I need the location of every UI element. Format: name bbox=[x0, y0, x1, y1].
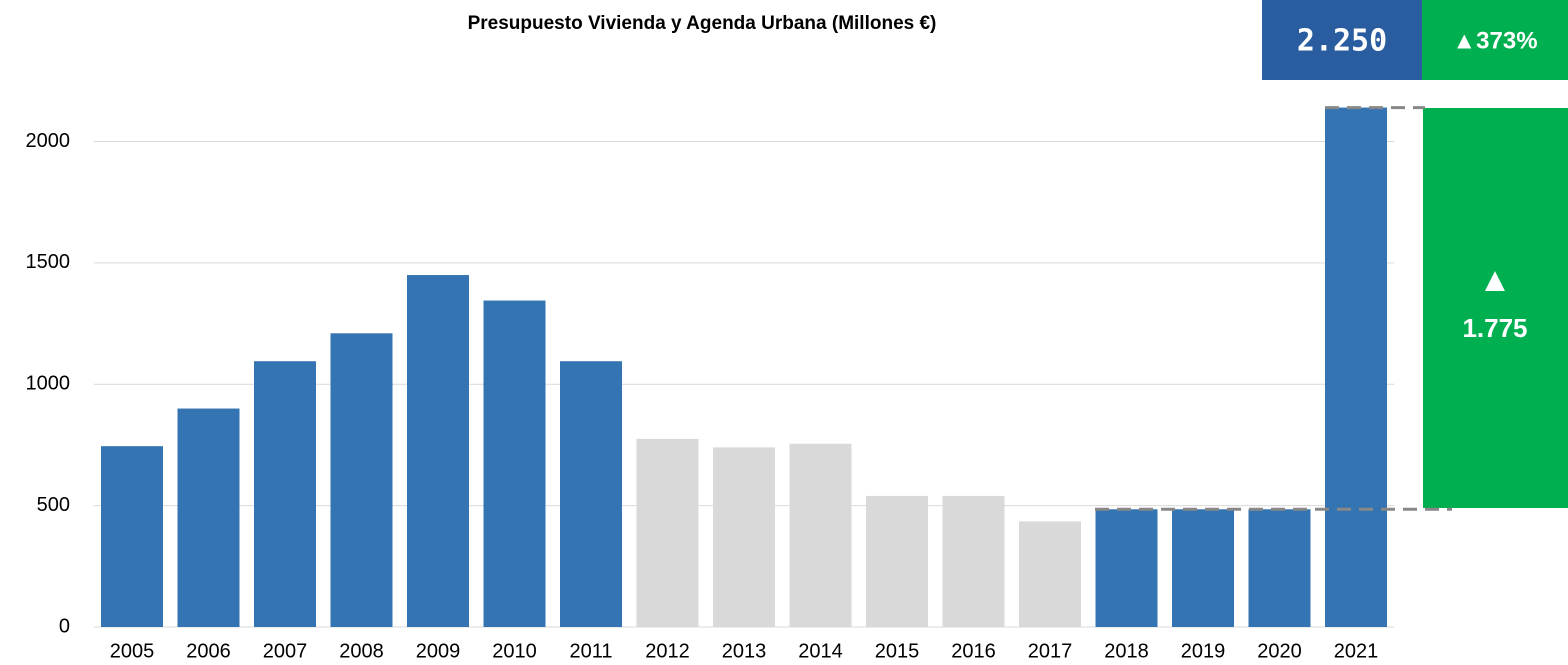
bar bbox=[789, 443, 852, 627]
x-tick-label: 2013 bbox=[722, 640, 767, 662]
bar bbox=[560, 361, 622, 627]
x-tick-label: 2018 bbox=[1104, 640, 1149, 662]
bar bbox=[254, 361, 316, 627]
bar bbox=[483, 300, 546, 627]
change-arrow: ▲ bbox=[1478, 261, 1512, 299]
y-tick-label: 2000 bbox=[26, 130, 71, 152]
bar bbox=[1019, 521, 1081, 627]
bar bbox=[1248, 509, 1311, 627]
change-box bbox=[1423, 108, 1568, 508]
bar bbox=[1095, 509, 1158, 627]
x-tick-label: 2007 bbox=[263, 640, 308, 662]
x-tick-label: 2020 bbox=[1257, 640, 1302, 662]
x-tick-label: 2017 bbox=[1028, 640, 1073, 662]
change-label: 1.775 bbox=[1462, 313, 1527, 343]
total-label: 2.250 bbox=[1297, 24, 1387, 59]
percent-label: ▲373% bbox=[1452, 27, 1537, 54]
y-tick-label: 1000 bbox=[26, 373, 71, 395]
x-tick-label: 2012 bbox=[645, 640, 690, 662]
bar bbox=[1172, 509, 1234, 627]
x-tick-label: 2016 bbox=[951, 640, 996, 662]
x-tick-label: 2009 bbox=[416, 640, 461, 662]
x-tick-label: 2006 bbox=[186, 640, 231, 662]
bar bbox=[407, 275, 469, 627]
percent-box bbox=[1422, 0, 1568, 80]
x-tick-label: 2011 bbox=[569, 640, 612, 662]
y-tick-label: 500 bbox=[37, 494, 70, 516]
y-tick-label: 0 bbox=[59, 615, 70, 637]
bar bbox=[101, 446, 163, 627]
x-tick-label: 2019 bbox=[1181, 640, 1226, 662]
x-tick-label: 2014 bbox=[798, 640, 843, 662]
bar bbox=[636, 438, 699, 627]
x-tick-label: 2021 bbox=[1334, 640, 1379, 662]
x-tick-label: 2005 bbox=[110, 640, 155, 662]
bar bbox=[177, 408, 240, 627]
chart-title: Presupuesto Vivienda y Agenda Urbana (Mi… bbox=[468, 13, 937, 34]
bar bbox=[713, 447, 775, 627]
bar bbox=[330, 333, 393, 627]
bar bbox=[866, 495, 928, 627]
bar bbox=[1325, 107, 1387, 627]
x-tick-label: 2008 bbox=[339, 640, 384, 662]
x-tick-label: 2015 bbox=[875, 640, 920, 662]
x-tick-label: 2010 bbox=[492, 640, 537, 662]
y-tick-label: 1500 bbox=[26, 251, 71, 273]
total-box bbox=[1262, 0, 1422, 80]
bar bbox=[942, 495, 1005, 627]
